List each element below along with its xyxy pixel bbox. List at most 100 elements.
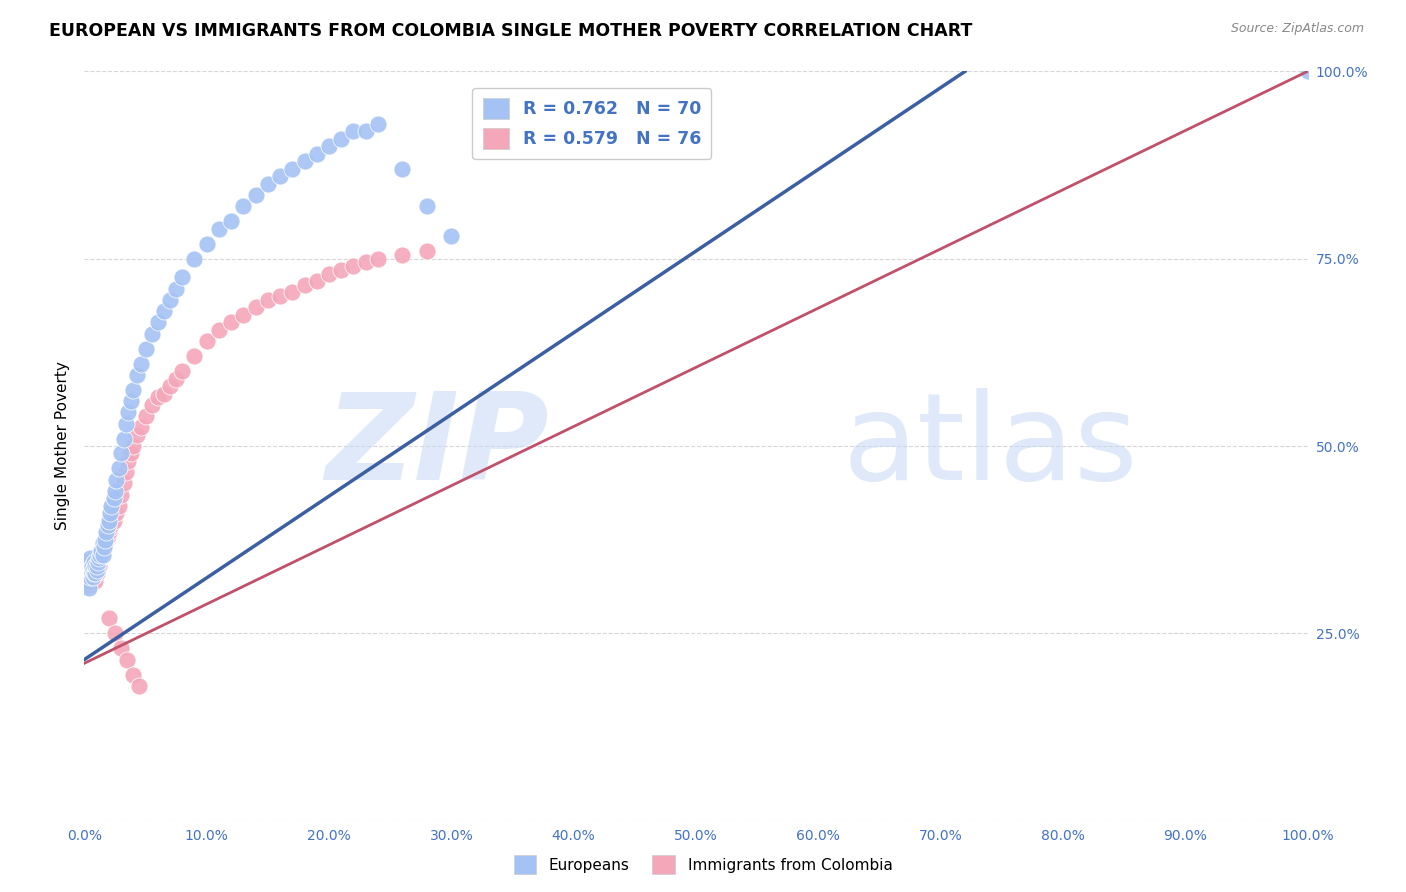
- Point: [79, 551, 101, 566]
- Point: [83, 555, 105, 569]
- Point: [107, 499, 129, 513]
- Point: [96, 525, 118, 540]
- Point: [269, 289, 291, 303]
- Point: [129, 357, 152, 371]
- Point: [153, 304, 176, 318]
- Point: [318, 139, 340, 153]
- Point: [141, 398, 163, 412]
- Point: [281, 161, 304, 176]
- Point: [77, 558, 100, 573]
- Point: [77, 566, 100, 581]
- Point: [77, 566, 100, 581]
- Point: [79, 558, 101, 573]
- Text: atlas: atlas: [842, 387, 1139, 505]
- Point: [208, 323, 231, 337]
- Point: [112, 476, 135, 491]
- Point: [86, 566, 108, 581]
- Point: [120, 446, 142, 460]
- Point: [79, 570, 101, 584]
- Y-axis label: Single Mother Poverty: Single Mother Poverty: [55, 361, 70, 531]
- Point: [77, 555, 100, 569]
- Point: [83, 566, 105, 581]
- Point: [90, 548, 112, 562]
- Point: [330, 132, 353, 146]
- Point: [97, 514, 120, 528]
- Point: [80, 558, 103, 573]
- Point: [83, 566, 105, 581]
- Point: [80, 574, 103, 588]
- Point: [129, 420, 152, 434]
- Point: [104, 483, 127, 498]
- Point: [112, 432, 135, 446]
- Point: [1296, 64, 1319, 78]
- Point: [305, 146, 328, 161]
- Point: [232, 308, 254, 322]
- Point: [367, 252, 389, 266]
- Point: [110, 641, 132, 656]
- Point: [94, 533, 117, 547]
- Point: [97, 517, 120, 532]
- Point: [97, 611, 120, 625]
- Point: [100, 499, 122, 513]
- Point: [172, 270, 194, 285]
- Point: [82, 558, 104, 573]
- Point: [77, 570, 100, 584]
- Point: [77, 563, 100, 577]
- Text: ZIP: ZIP: [325, 387, 550, 505]
- Point: [82, 563, 104, 577]
- Point: [195, 334, 218, 348]
- Point: [257, 177, 280, 191]
- Point: [330, 263, 353, 277]
- Point: [391, 161, 413, 176]
- Point: [219, 214, 242, 228]
- Point: [122, 667, 145, 681]
- Point: [93, 540, 115, 554]
- Point: [183, 252, 205, 266]
- Point: [97, 525, 120, 540]
- Point: [416, 199, 439, 213]
- Point: [79, 566, 101, 581]
- Point: [87, 551, 110, 566]
- Point: [165, 282, 187, 296]
- Point: [94, 536, 117, 550]
- Point: [232, 199, 254, 213]
- Legend: R = 0.762   N = 70, R = 0.579   N = 76: R = 0.762 N = 70, R = 0.579 N = 76: [472, 87, 711, 160]
- Point: [82, 570, 104, 584]
- Point: [354, 255, 377, 269]
- Point: [318, 267, 340, 281]
- Point: [115, 417, 138, 431]
- Point: [107, 461, 129, 475]
- Point: [84, 563, 107, 577]
- Point: [83, 555, 105, 569]
- Point: [159, 293, 181, 307]
- Text: Source: ZipAtlas.com: Source: ZipAtlas.com: [1230, 22, 1364, 36]
- Point: [87, 555, 110, 569]
- Legend: Europeans, Immigrants from Colombia: Europeans, Immigrants from Colombia: [508, 849, 898, 880]
- Point: [89, 551, 111, 566]
- Point: [86, 558, 108, 573]
- Point: [100, 517, 122, 532]
- Point: [117, 405, 139, 419]
- Point: [91, 548, 114, 562]
- Point: [80, 563, 103, 577]
- Point: [367, 117, 389, 131]
- Point: [183, 349, 205, 363]
- Point: [219, 315, 242, 329]
- Point: [84, 566, 107, 581]
- Point: [416, 244, 439, 259]
- Point: [76, 558, 98, 573]
- Point: [195, 236, 218, 251]
- Point: [342, 124, 364, 138]
- Point: [87, 555, 110, 569]
- Point: [294, 154, 316, 169]
- Point: [104, 626, 127, 640]
- Point: [125, 427, 148, 442]
- Point: [84, 558, 107, 573]
- Point: [96, 533, 118, 547]
- Point: [135, 342, 157, 356]
- Point: [84, 574, 107, 588]
- Point: [103, 514, 125, 528]
- Point: [146, 315, 169, 329]
- Point: [354, 124, 377, 138]
- Point: [93, 540, 115, 554]
